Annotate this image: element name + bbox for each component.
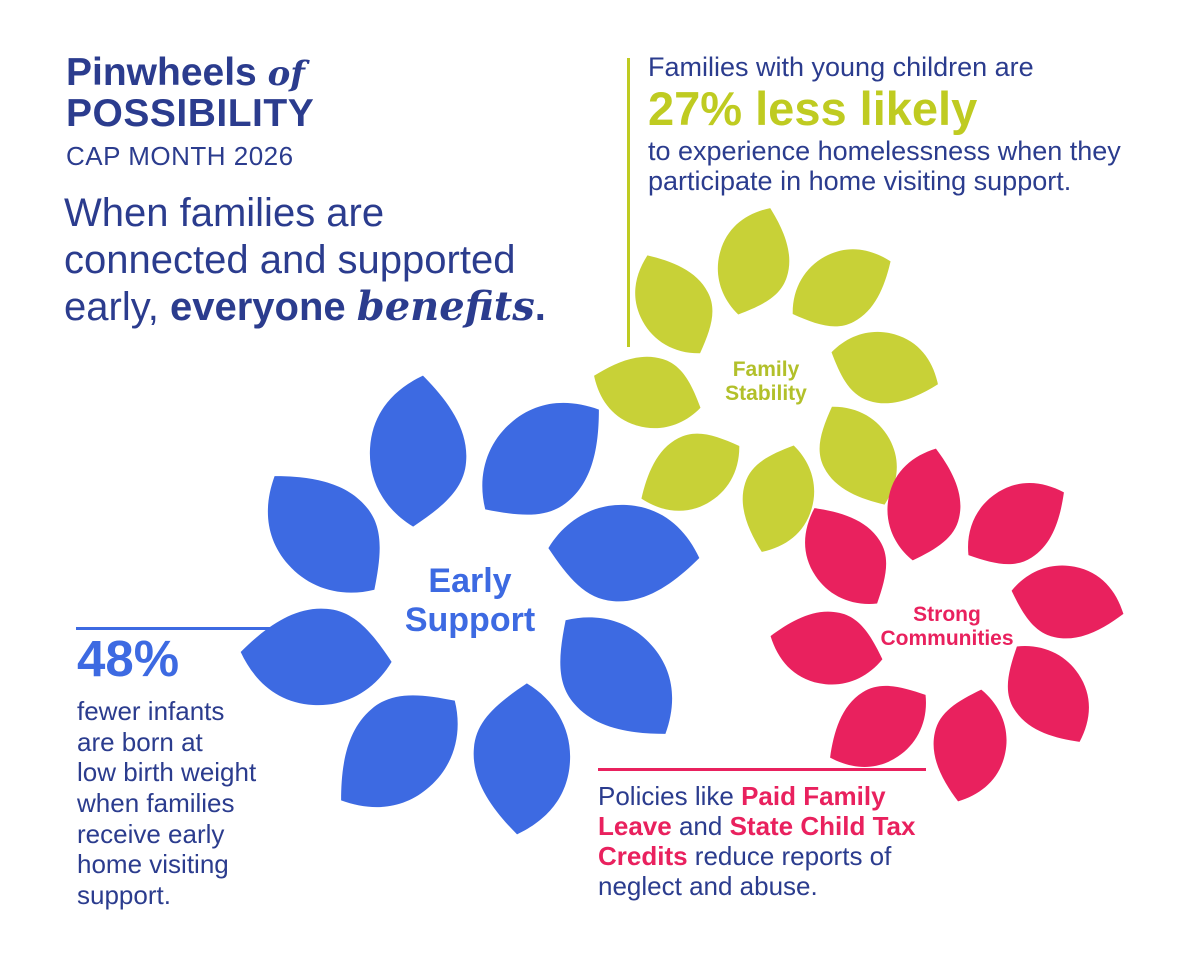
logo-wordmark-main: Pinwheels [66,51,257,94]
stat-early-support-detail-7: support. [77,880,171,911]
stat-early-support-detail-3: low birth weight [77,757,257,788]
policy-credits: Credits [598,841,688,872]
stat-early-support-detail-6: home visiting [77,849,229,880]
headline: When families are connected and supporte… [64,190,546,330]
pinwheel-blade [614,238,734,371]
stat-early-support-detail-2: are born at [77,726,203,757]
headline-line3-prefix: early, [64,284,170,329]
connector-line-family-stability [627,58,630,347]
headline-benefits: benefits [356,282,535,330]
pinwheel-blade [369,375,467,527]
logo-wordmark-of: of [267,54,305,94]
policy-line1-text: Policies like [598,781,742,811]
policy-line2-text: and [671,811,730,842]
stat-family-stability-lead: Families with young children are [648,52,1034,82]
policy-line-3: Credits reduce reports of [598,841,915,871]
connector-line-strong-communities [598,768,926,771]
logo-wordmark-line2: POSSIBILITY [66,92,315,136]
headline-line3: early, everyone benefits. [64,282,546,331]
pinwheel-blade [240,608,392,706]
policy-line-2: Leave and State Child Tax [598,811,915,841]
stat-family-stability-detail-2: participate in home visiting support. [648,166,1072,197]
policy-state-child-tax: State Child Tax [729,811,916,842]
logo-subtitle: CAP MONTH 2026 [66,140,294,171]
stat-early-support-detail-4: when families [77,788,235,819]
policy-paid-family: Paid Family [741,781,886,811]
stat-early-support-detail-1: fewer infants [77,696,225,726]
connector-line-early-support [76,627,298,630]
pinwheel-label-line1: Strong [913,602,981,626]
pinwheel-label-early-support: Early Support [405,562,535,640]
pinwheel-label-strong-communities: Strong Communities [880,603,1013,651]
pinwheel-label-line1: Family [732,357,800,381]
pinwheel-blade [880,443,969,566]
pinwheel-blade [473,683,571,835]
pinwheel-blade [548,504,700,602]
stat-family-stability: Families with young children are 27% les… [648,52,1121,197]
stat-family-stability-highlight: 27% less likely [648,82,978,136]
headline-line1: When families are [64,191,385,235]
pinwheel-label-line1: Early [428,561,512,600]
pinwheel-label-line2: Stability [725,382,807,405]
headline-line2: connected and supported [64,237,516,282]
policy-line3-text: reduce reports of [687,841,892,872]
pinwheel-blade [775,228,908,348]
headline-period: . [534,284,546,329]
stat-early-support: 48% fewer infants are born at low birth … [77,633,256,911]
pinwheel-blade [822,321,946,416]
pinwheel-label-family-stability: Family Stability [725,358,807,406]
pinwheel-label-line2: Support [404,601,536,639]
logo: Pinwheels of POSSIBILITY CAP MONTH 2026 [66,52,314,170]
policy-line-1: Policies like Paid Family [598,781,915,811]
pinwheel-label-line2: Communities [880,627,1014,650]
logo-wordmark: Pinwheels of [66,52,314,93]
pinwheel-blade [707,200,802,324]
stat-strong-communities: Policies like Paid Family Leave and Stat… [598,781,915,902]
pinwheel-blade [925,684,1014,807]
policy-leave: Leave [598,811,672,842]
pinwheel-blade [1006,558,1129,647]
policy-line-4: neglect and abuse. [598,871,915,901]
stat-family-stability-detail-1: to experience homelessness when they [648,136,1121,167]
pinwheel-blade [765,603,888,692]
policy-line4-text: neglect and abuse. [598,871,818,902]
headline-everyone: everyone [169,284,346,329]
stat-early-support-detail-5: receive early [77,818,225,849]
stat-early-support-value: 48% [77,630,180,687]
